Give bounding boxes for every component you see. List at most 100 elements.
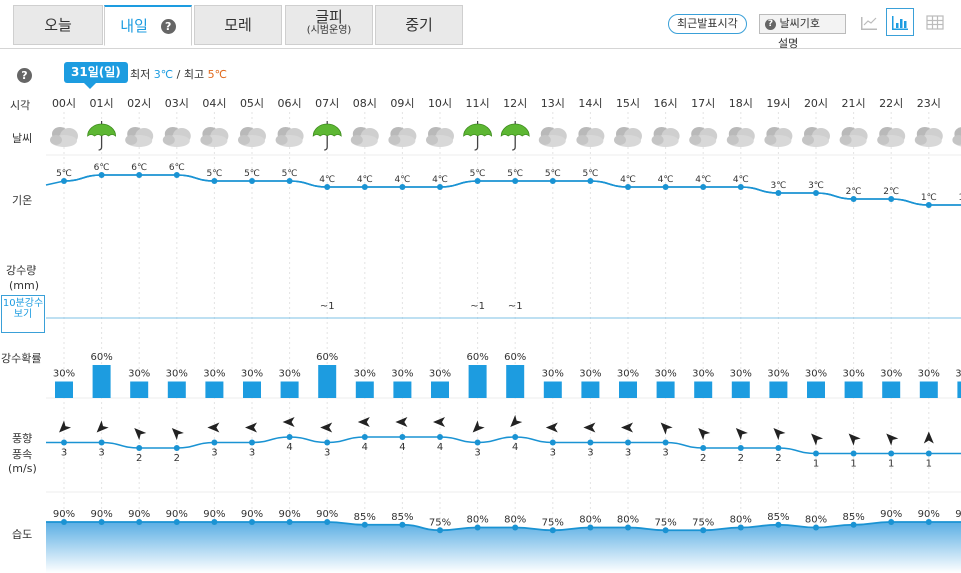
humidity-point (211, 519, 218, 525)
temp-label: 2℃ (883, 187, 899, 197)
humidity-label: 90% (918, 509, 940, 520)
prob-label: 30% (128, 369, 150, 380)
prob-bar (393, 381, 412, 398)
cloud-icon (426, 127, 454, 147)
row-label-prob: 강수확률 (1, 352, 42, 365)
hour-label: 18시 (729, 97, 753, 110)
prob-bar (243, 381, 261, 398)
cloud-icon (125, 127, 154, 147)
humidity-label: 85% (354, 512, 376, 523)
grid-table-icon[interactable] (921, 8, 949, 36)
wind-arrow-icon (433, 417, 445, 427)
temp-point (399, 184, 406, 190)
prob-label: 30% (617, 369, 639, 380)
humidity-label: 90% (278, 509, 300, 520)
wind-point (925, 450, 932, 457)
hour-label: 05시 (240, 97, 264, 110)
prob-bar (694, 381, 713, 398)
wind-arrow-icon (848, 433, 861, 446)
wind-speed-label: 4 (437, 442, 443, 453)
hour-label: 21시 (842, 97, 866, 110)
temp-point (549, 178, 556, 184)
temp-point (625, 184, 631, 190)
ten-minute-precip-button[interactable]: 10분강수보기 (1, 295, 45, 333)
cloud-icon (802, 127, 830, 147)
row-label-precip: 강수량 (6, 264, 37, 277)
humidity-point (775, 521, 782, 528)
hour-label: 04시 (202, 97, 226, 110)
wind-arrow-icon (621, 422, 633, 433)
help-icon[interactable]: ? (160, 19, 176, 34)
wind-point (286, 434, 293, 440)
prob-label: 30% (53, 369, 75, 380)
wind-point (361, 434, 368, 440)
graph-icon[interactable] (886, 8, 914, 36)
prob-bar (581, 381, 600, 398)
wind-speed-label: 3 (625, 448, 631, 459)
temp-label: 5℃ (545, 169, 561, 179)
latest-release-button[interactable]: 최근발표시각 (668, 14, 747, 34)
cloud-icon (50, 127, 78, 147)
hour-label: 08시 (353, 97, 377, 110)
temp-label: 5℃ (244, 169, 260, 179)
temp-label: 3℃ (770, 181, 786, 191)
wind-point (888, 450, 895, 457)
humidity-label: 90% (880, 509, 902, 520)
wind-point (775, 445, 782, 451)
temp-point (324, 184, 331, 190)
humidity-label: 90% (128, 509, 150, 520)
row-label-wind-speed: 풍속 (12, 448, 33, 461)
tab-today-label: 오늘 (44, 16, 72, 34)
wind-arrow-icon (207, 422, 220, 433)
tab-tomorrow[interactable]: 내일 ? (104, 5, 192, 46)
prob-bar (543, 381, 562, 398)
humidity-label: 85% (842, 512, 864, 523)
wind-point (737, 445, 744, 451)
temp-label: 4℃ (733, 175, 749, 185)
prob-label: 30% (579, 369, 601, 380)
tab-three-days[interactable]: 글피 (시범운영) (285, 5, 373, 45)
table-chart-icon[interactable] (855, 8, 883, 36)
temp-point (61, 178, 67, 184)
tab-three-days-label: 글피 (315, 8, 343, 26)
temp-label: 4℃ (394, 175, 410, 185)
temp-point (173, 172, 180, 178)
wind-point (173, 445, 180, 451)
temp-label: 2℃ (846, 187, 862, 197)
prob-bar (882, 381, 901, 398)
row-label-wind-dir: 풍향 (12, 432, 33, 445)
min-temp-label: 최저 (130, 68, 151, 81)
tab-day-after[interactable]: 모레 (194, 5, 282, 45)
max-temp-label: 최고 (183, 68, 205, 81)
prob-label: 30% (692, 369, 714, 380)
weather-symbol-button[interactable]: ? 날씨기호 (759, 14, 846, 34)
tab-today[interactable]: 오늘 (13, 5, 103, 45)
wind-arrow-icon (811, 433, 824, 446)
chart-help-icon[interactable]: ? (17, 68, 32, 83)
hour-label: 17시 (691, 97, 715, 110)
hour-label: 23시 (917, 97, 941, 110)
temp-label: 1℃ (958, 193, 961, 203)
tab-midterm[interactable]: 중기 (375, 5, 463, 45)
prob-label: 30% (918, 369, 940, 380)
humidity-label: 90% (166, 509, 188, 520)
cloud-icon (726, 127, 755, 147)
wind-speed-label: 3 (98, 448, 104, 459)
min-max-temp: 최저 3℃ / 최고 5℃ (130, 66, 227, 82)
wind-point (61, 439, 67, 446)
cloud-icon (651, 127, 680, 147)
cloud-icon (538, 127, 567, 147)
humidity-point (98, 519, 105, 525)
cloud-icon (238, 127, 266, 147)
hour-label: 15시 (616, 97, 640, 110)
prob-label: 30% (203, 369, 225, 380)
cloud-icon (275, 127, 304, 147)
row-label-wind-unit: (m/s) (8, 462, 37, 475)
wind-point (813, 450, 819, 457)
top-tab-bar: 오늘 내일 ? 모레 글피 (시범운영) 중기 최근발표시각 ? 날씨기호 설명 (0, 0, 961, 50)
cloud-icon (689, 127, 718, 147)
humidity-point (61, 519, 67, 525)
temp-point (211, 178, 218, 184)
prob-label: 60% (466, 352, 488, 363)
